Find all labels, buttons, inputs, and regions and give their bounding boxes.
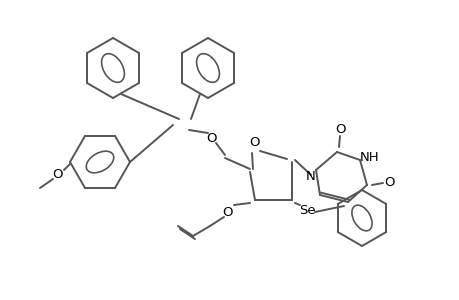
Text: O: O <box>384 176 394 190</box>
Text: N: N <box>305 170 315 184</box>
Text: O: O <box>222 206 233 220</box>
Text: NH: NH <box>359 151 379 164</box>
Text: O: O <box>206 131 217 145</box>
Text: O: O <box>249 136 260 148</box>
Text: O: O <box>53 167 63 181</box>
Text: Se: Se <box>298 203 314 217</box>
Text: O: O <box>335 122 346 136</box>
